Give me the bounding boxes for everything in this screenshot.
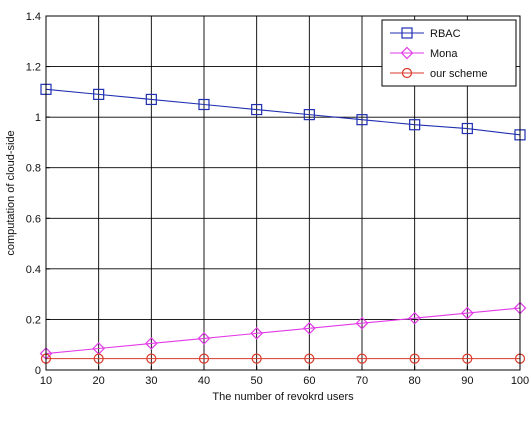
legend-marker: [400, 46, 414, 60]
x-tick-label: 100: [511, 375, 529, 387]
plot-area-frame: [45, 15, 521, 371]
x-tick-label: 60: [303, 375, 315, 387]
data-point-rbac: [251, 103, 263, 116]
y-tick-label: 1: [35, 112, 41, 124]
data-point-our-scheme: [462, 353, 473, 364]
y-tick-label: 0.6: [26, 213, 41, 225]
data-point-rbac: [145, 93, 157, 106]
x-tick-label: 30: [145, 375, 157, 387]
y-tick-label: 0.4: [26, 264, 41, 276]
data-point-mona: [355, 316, 369, 330]
x-tick-label: 80: [409, 375, 421, 387]
legend-item-rbac: RBAC: [390, 27, 461, 40]
data-point-rbac: [93, 88, 105, 100]
y-tick-label: 1.2: [26, 62, 41, 74]
x-tick-label: 50: [251, 375, 263, 387]
data-point-our-scheme: [146, 353, 157, 364]
data-point-mona: [250, 326, 264, 340]
y-axis-title: computation of cloud-side: [5, 130, 17, 255]
legend-item-mona: Mona: [390, 46, 458, 60]
series-line-mona: [45, 307, 521, 355]
legend-label: RBAC: [430, 28, 461, 40]
x-axis-title: The number of revokrd users: [212, 391, 354, 403]
series-line-rbac: [45, 88, 521, 136]
data-point-mona: [144, 337, 158, 350]
legend-marker: [401, 27, 413, 39]
axis-ticks: 10 20 30 40 50 60 70 80 90 100 0 0.2 0.4 0.6 0.8 1 1.2 1.…: [26, 11, 529, 387]
y-tick-label: 0.2: [26, 314, 41, 326]
data-point-rbac: [356, 114, 368, 126]
x-tick-label: 40: [198, 375, 210, 387]
data-point-our-scheme: [93, 353, 104, 364]
x-tick-label: 10: [40, 375, 52, 387]
x-tick-label: 70: [356, 375, 368, 387]
legend-item-our-scheme: our scheme: [390, 67, 487, 80]
data-point-our-scheme: [251, 353, 262, 364]
series-mona: [39, 301, 527, 360]
data-point-rbac: [461, 122, 473, 135]
legend: RBAC Mona our scheme: [381, 19, 517, 87]
data-point-rbac: [198, 98, 210, 111]
x-tick-label: 20: [93, 375, 105, 387]
series-lines: [39, 83, 527, 364]
data-point-our-scheme: [356, 353, 368, 364]
data-point-mona: [197, 332, 211, 345]
series-rbac: [40, 83, 526, 141]
data-point-mona: [460, 306, 474, 320]
data-point-mona: [408, 311, 422, 325]
y-tick-label: 0.8: [26, 163, 41, 175]
data-point-rbac: [409, 119, 421, 131]
y-tick-label: 1.4: [26, 11, 41, 23]
series-our-scheme: [40, 353, 526, 364]
data-point-rbac: [303, 109, 315, 121]
data-point-our-scheme: [304, 353, 315, 364]
y-tick-label: 0: [35, 365, 41, 377]
data-point-mona: [302, 321, 316, 335]
x-tick-label: 90: [461, 375, 473, 387]
data-point-our-scheme: [409, 353, 420, 364]
legend-marker: [401, 67, 413, 79]
legend-label: our scheme: [430, 68, 487, 80]
legend-label: Mona: [430, 48, 458, 60]
data-point-our-scheme: [198, 353, 210, 364]
